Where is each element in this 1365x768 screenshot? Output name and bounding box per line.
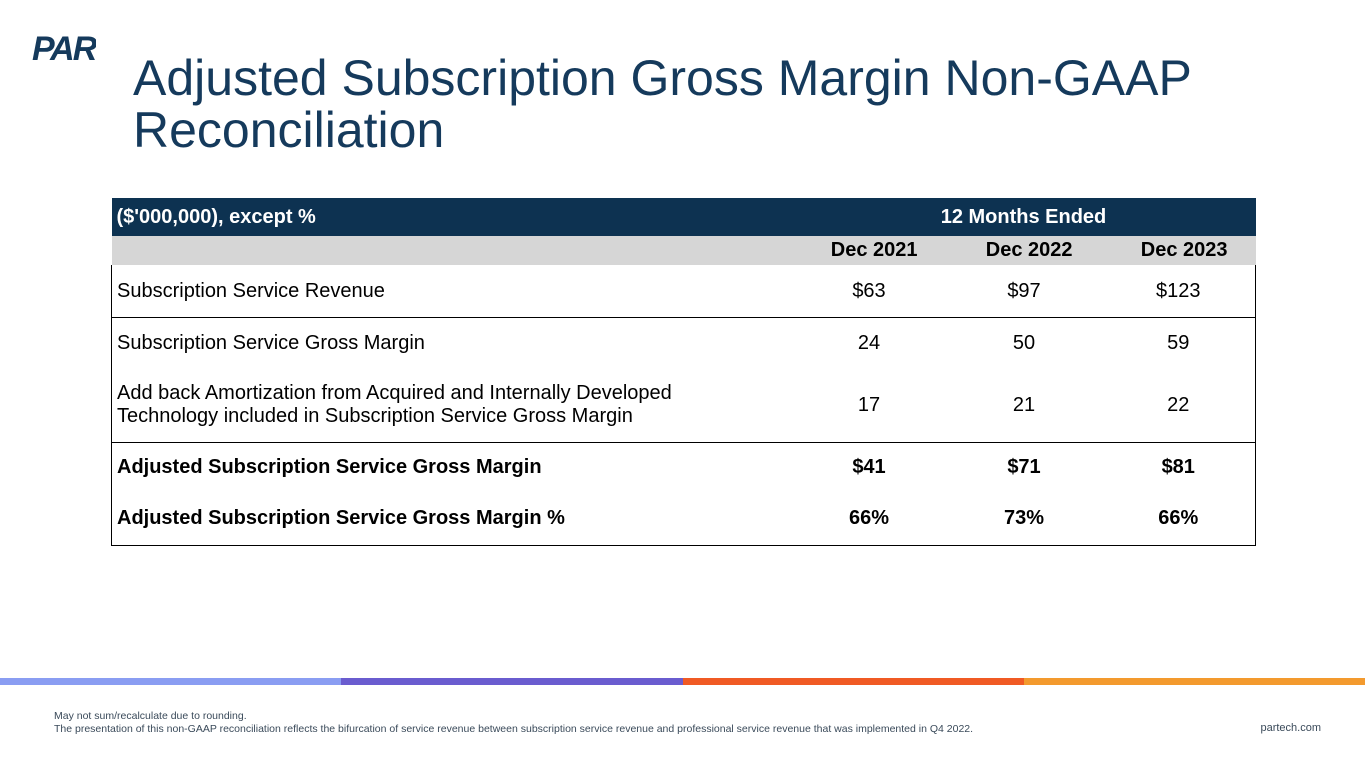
- footnote-presentation: The presentation of this non-GAAP reconc…: [54, 723, 974, 735]
- row-value: 21: [946, 368, 1102, 443]
- table-header-row: ($'000,000), except % 12 Months Ended: [111, 198, 1256, 236]
- row-label: Adjusted Subscription Service Gross Marg…: [111, 492, 792, 546]
- par-logo-mark: PAR: [32, 30, 96, 64]
- row-value: $97: [946, 265, 1102, 318]
- footer-stripe-segment: [341, 678, 683, 685]
- row-value: 66%: [791, 492, 947, 546]
- row-label: Add back Amortization from Acquired and …: [111, 368, 792, 443]
- column-header: Dec 2022: [946, 236, 1102, 265]
- column-header: Dec 2021: [791, 236, 947, 265]
- footer-stripe-segment: [683, 678, 1024, 685]
- row-value: 50: [1012, 331, 1036, 354]
- column-header-blank: [111, 236, 792, 265]
- row-value: $71: [1007, 456, 1041, 478]
- footer-stripe-segment: [1024, 678, 1365, 685]
- par-logo: PAR: [32, 30, 96, 64]
- logo-text: PAR: [32, 30, 96, 64]
- row-label-line1: Add back Amortization from Acquired and …: [117, 382, 672, 404]
- footnotes: May not sum/recalculate due to rounding.…: [54, 710, 973, 736]
- row-value: 59: [1101, 317, 1256, 368]
- table-row: Subscription Service Gross Margin 24 50 …: [111, 317, 1256, 368]
- row-value: $41: [852, 456, 886, 478]
- row-value: 17: [791, 368, 947, 443]
- row-value: 66%: [1101, 492, 1256, 546]
- page-title: Adjusted Subscription Gross Margin Non-G…: [133, 52, 1283, 156]
- row-value: $123: [1101, 265, 1256, 318]
- row-label-line2: Technology included in Subscription Serv…: [117, 405, 633, 427]
- table-row: Adjusted Subscription Service Gross Marg…: [111, 442, 1256, 492]
- column-header-row: Dec 2021 Dec 2022 Dec 2023: [111, 236, 1256, 265]
- page-title-line2: Reconciliation: [133, 102, 445, 158]
- row-value: 73%: [946, 492, 1102, 546]
- row-value: $81: [1101, 442, 1256, 492]
- row-value: 22: [1101, 368, 1256, 443]
- row-label: Adjusted Subscription Service Gross Marg…: [111, 442, 792, 492]
- row-value: $63: [791, 265, 947, 318]
- reconciliation-table: ($'000,000), except % 12 Months Ended De…: [111, 198, 1256, 546]
- footer-stripe-segment: [0, 678, 341, 685]
- units-label: ($'000,000), except %: [111, 198, 792, 236]
- footnote-rounding: May not sum/recalculate due to rounding.: [54, 710, 247, 722]
- table-row: Subscription Service Revenue $63 $97 $12…: [111, 265, 1256, 318]
- column-header: Dec 2023: [1101, 236, 1256, 265]
- row-label: Subscription Service Revenue: [111, 265, 792, 318]
- period-label: 12 Months Ended: [791, 198, 1256, 236]
- table-row: Adjusted Subscription Service Gross Marg…: [111, 492, 1256, 546]
- page-title-line1: Adjusted Subscription Gross Margin Non-G…: [133, 50, 1192, 106]
- row-label: Subscription Service Gross Margin: [111, 317, 792, 368]
- table-row: Add back Amortization from Acquired and …: [111, 368, 1256, 443]
- website-link[interactable]: partech.com: [1260, 722, 1321, 734]
- row-value: 24: [857, 331, 881, 354]
